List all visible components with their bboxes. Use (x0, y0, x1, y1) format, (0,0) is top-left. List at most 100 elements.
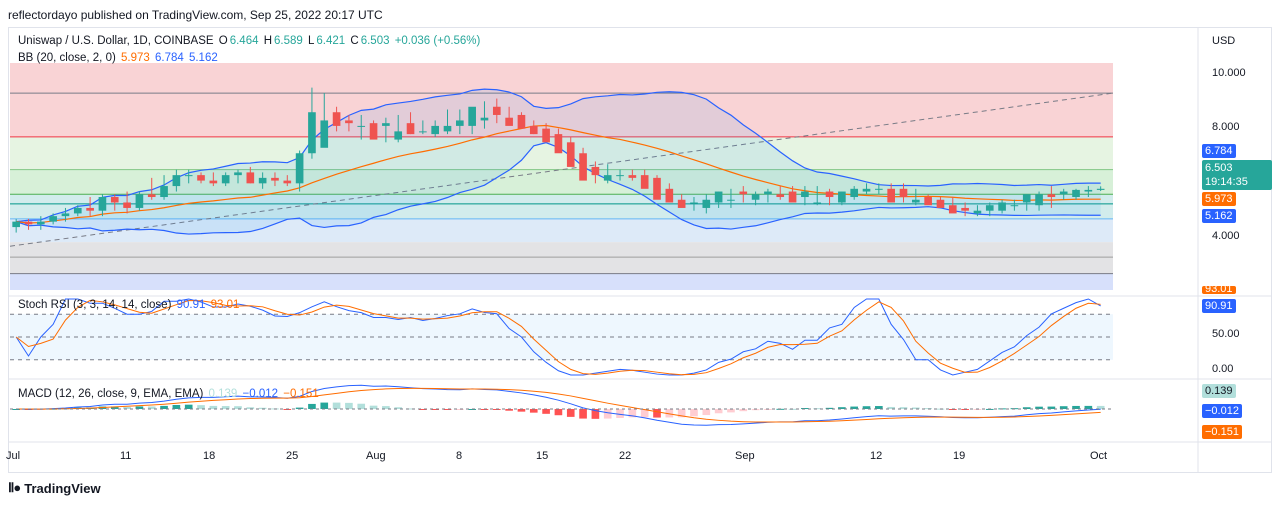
open-value: 6.464 (229, 35, 259, 47)
bb-lower-value: 5.162 (188, 52, 218, 64)
candle-body (887, 188, 895, 203)
candle-body (98, 197, 107, 211)
bb-basis-value: 5.973 (121, 52, 150, 64)
candle-body (628, 175, 637, 178)
bb-header[interactable]: BB (20, close, 2, 0) 5.973 6.784 5.162 (18, 52, 220, 64)
candle-body (566, 142, 575, 167)
macd-histogram-bar (1022, 407, 1031, 409)
macd-hist-value: 0.139 (208, 388, 238, 400)
candle-body (924, 197, 932, 206)
macd-histogram-bar (554, 409, 563, 416)
macd-header[interactable]: MACD (12, 26, close, 9, EMA, EMA) 0.139 … (18, 388, 321, 400)
candle-body (345, 120, 353, 124)
candle-body (542, 128, 550, 143)
tradingview-footer[interactable]: Ⅱ● TradingView (8, 480, 101, 496)
macd-histogram-bar (332, 402, 341, 409)
candle-body (135, 194, 144, 208)
candle-body (147, 194, 156, 198)
high-label: H (263, 35, 273, 47)
candle-body (875, 188, 883, 190)
macd-histogram-bar (382, 406, 390, 409)
candle-body (948, 205, 957, 214)
candle-body (12, 221, 20, 228)
macd-histogram-bar (566, 409, 575, 417)
stoch-band (10, 314, 1113, 360)
candle-body (825, 191, 834, 198)
candle-body (591, 166, 600, 176)
macd-histogram-bar (838, 407, 846, 409)
candle-body (61, 213, 70, 217)
fib-zone (10, 273, 1113, 290)
macd-histogram-bar (357, 403, 366, 409)
candle-body (714, 191, 723, 203)
macd-histogram-bar (308, 403, 316, 409)
macd-line-value: −0.012 (242, 388, 279, 400)
stoch-tick-label: 50.00 (1212, 328, 1240, 340)
stoch-k-value: 90.91 (176, 299, 206, 311)
macd-histogram-bar (875, 406, 883, 409)
stoch-d-badge: 93.01 (1202, 286, 1236, 294)
time-tick-label: 8 (456, 450, 463, 462)
macd-histogram-bar (369, 405, 378, 409)
candle-body (1084, 189, 1093, 192)
macd-histogram-bar (813, 408, 822, 410)
candle-body (739, 191, 748, 195)
candle-body (603, 175, 612, 181)
macd-histogram-bar (591, 409, 600, 419)
candle-body (468, 106, 476, 126)
chart-frame (8, 27, 1272, 473)
macd-histogram-bar (209, 405, 218, 409)
candle-body (1096, 188, 1105, 190)
fib-zone (10, 242, 1113, 274)
macd-histogram-bar (1084, 405, 1093, 409)
macd-histogram-bar (579, 409, 587, 419)
macd-histogram-bar (184, 404, 193, 409)
close-value: 6.503 (360, 35, 390, 47)
candle-body (123, 202, 131, 208)
time-tick-label: 22 (619, 450, 632, 462)
time-tick-label: 19 (953, 450, 966, 462)
bb-label: BB (20, close, 2, 0) (18, 52, 116, 64)
stoch-k-badge: 90.91 (1202, 299, 1236, 313)
candle-body (332, 112, 341, 126)
candle-body (258, 177, 267, 184)
bb-basis-line (16, 124, 1101, 224)
stoch-header[interactable]: Stoch RSI (3, 3, 14, 14, close) 90.91 93… (18, 299, 241, 311)
time-tick-label: 15 (536, 450, 549, 462)
stoch-d-line (15, 299, 1101, 376)
candle-body (813, 202, 822, 204)
last-price-badge: 6.503 19:14:35 (1202, 160, 1272, 190)
price-tick-label: 10.000 (1212, 67, 1246, 79)
low-label: L (308, 35, 315, 47)
candle-body (616, 175, 624, 177)
macd-histogram-bar (419, 409, 427, 410)
candle-body (160, 186, 168, 198)
candle-body (295, 153, 304, 184)
chart-canvas[interactable] (8, 27, 1272, 473)
macd-histogram-bar (246, 407, 255, 409)
macd-histogram-bar (1047, 406, 1056, 409)
candle-body (308, 112, 316, 154)
fib-zone (10, 63, 1113, 137)
macd-histogram-bar (899, 407, 908, 409)
candle-body (406, 123, 415, 135)
macd-histogram-bar (603, 409, 612, 419)
candle-body (271, 177, 279, 181)
candle-body (1072, 189, 1080, 198)
macd-histogram-bar (406, 408, 415, 410)
macd-label: MACD (12, 26, close, 9, EMA, EMA) (18, 388, 204, 400)
candle-body (911, 199, 920, 203)
macd-histogram-bar (640, 409, 649, 418)
tradingview-wordmark: TradingView (24, 480, 101, 496)
close-label: C (350, 35, 359, 47)
candle-body (862, 188, 871, 192)
candle-body (431, 125, 439, 135)
bar-countdown: 19:14:35 (1205, 176, 1248, 188)
open-label: O (218, 35, 228, 47)
candle-body (394, 131, 403, 140)
macd-histogram-bar (887, 406, 895, 409)
macd-histogram-bar (320, 402, 329, 409)
time-tick-label: Aug (366, 450, 386, 462)
low-value: 6.421 (316, 35, 346, 47)
candle-body (24, 221, 33, 225)
